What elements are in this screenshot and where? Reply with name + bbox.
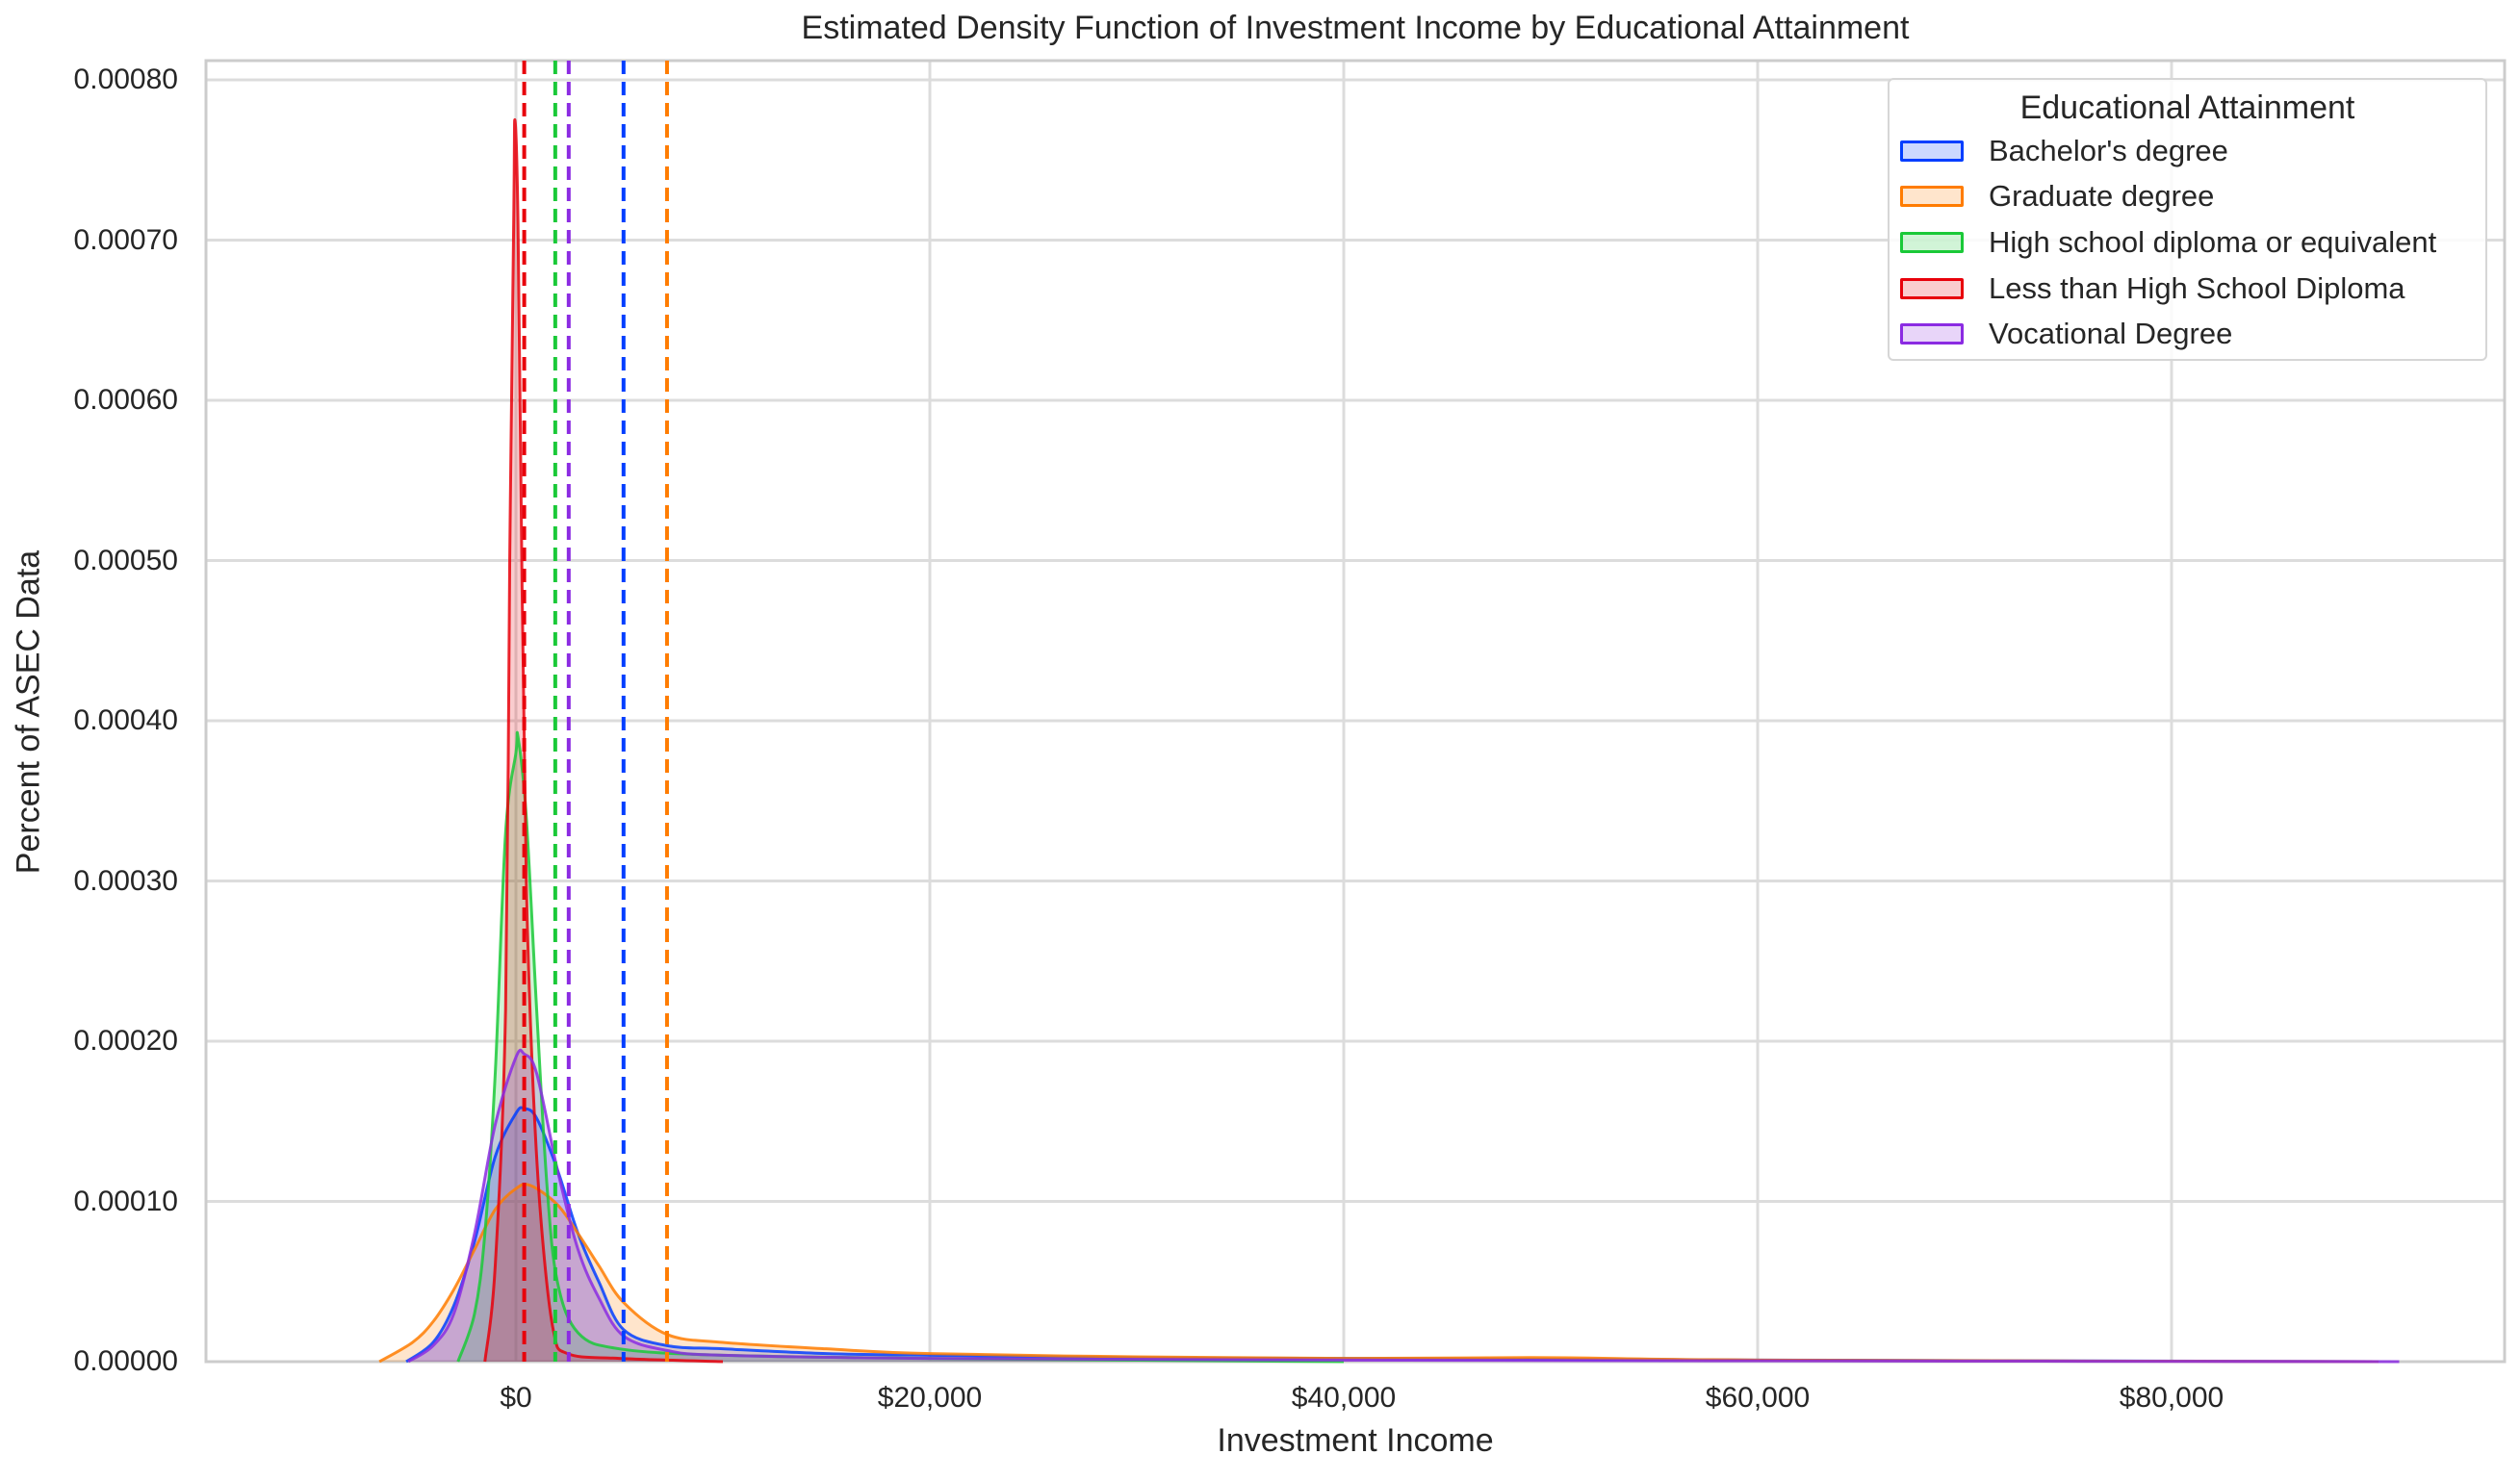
- legend-label: Vocational Degree: [1989, 317, 2233, 350]
- legend-label: Bachelor's degree: [1989, 134, 2228, 167]
- y-tick-label: 0.00070: [73, 223, 178, 256]
- density-lines: [378, 117, 2400, 1364]
- y-tick-label: 0.00010: [73, 1185, 178, 1217]
- density-fill-graduate-degree: [379, 1184, 2379, 1362]
- legend-swatch-graduate: [1900, 186, 1964, 207]
- legend-item-bachelors: Bachelor's degree: [1900, 132, 2228, 170]
- x-tick-label: $0: [500, 1382, 532, 1414]
- legend-item-graduate: Graduate degree: [1900, 177, 2214, 216]
- x-tick-label: $40,000: [1291, 1382, 1397, 1414]
- density-fills: [379, 119, 2400, 1363]
- y-tick-label: 0.00060: [73, 384, 178, 416]
- y-tick-label: 0.00020: [73, 1025, 178, 1057]
- plot-frame: [204, 59, 2507, 1364]
- x-tick-label: $80,000: [2119, 1382, 2224, 1414]
- chart-title: Estimated Density Function of Investment…: [801, 10, 1910, 46]
- legend-swatch-bachelors: [1900, 140, 1964, 162]
- legend-label: Graduate degree: [1989, 179, 2215, 213]
- legend: Educational Attainment Bachelor's degree…: [1888, 78, 2487, 361]
- x-tick-label: $20,000: [877, 1382, 983, 1414]
- y-tick-label: 0.00080: [73, 64, 178, 95]
- density-fill-high-school-diploma-or-equivalent: [457, 732, 1344, 1362]
- legend-title: Educational Attainment: [2019, 89, 2355, 126]
- x-axis-label: Investment Income: [1217, 1422, 1494, 1459]
- y-tick-label: 0.00040: [73, 704, 178, 736]
- density-curve-graduate-degree: [378, 1183, 2379, 1364]
- legend-item-vocational: Vocational Degree: [1900, 315, 2232, 353]
- legend-swatch-less-than-high-school: [1900, 278, 1964, 299]
- density-fill-vocational-degree: [408, 1050, 2400, 1362]
- mean-lines: [522, 61, 669, 1362]
- legend-item-less-than-high-school: Less than High School Diploma: [1900, 269, 2405, 308]
- y-tick-label: 0.00050: [73, 544, 178, 576]
- legend-label: Less than High School Diploma: [1989, 271, 2405, 305]
- density-fill-less-than-high-school-diploma: [484, 119, 723, 1363]
- y-tick-label: 0.00000: [73, 1345, 178, 1377]
- legend-swatch-vocational: [1900, 323, 1964, 344]
- legend-label: High school diploma or equivalent: [1989, 225, 2437, 259]
- legend-swatch-high-school: [1900, 232, 1964, 253]
- density-curve-bachelor-s-degree: [405, 1106, 2379, 1364]
- y-tick-label: 0.00030: [73, 864, 178, 897]
- grid-lines: [206, 61, 2505, 1362]
- density-curve-less-than-high-school-diploma: [483, 117, 724, 1364]
- x-tick-label: $60,000: [1705, 1382, 1811, 1414]
- density-curve-vocational-degree: [407, 1048, 2400, 1364]
- density-fill-bachelor-s-degree: [406, 1107, 2379, 1362]
- legend-item-high-school: High school diploma or equivalent: [1900, 223, 2436, 262]
